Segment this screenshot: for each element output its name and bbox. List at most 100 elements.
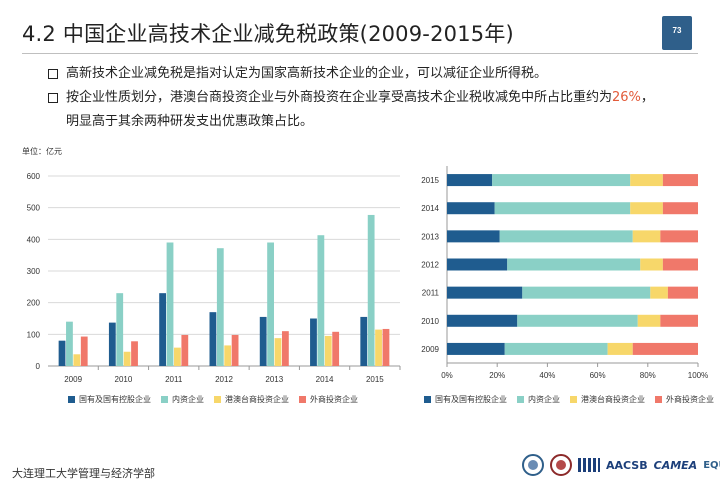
- stacked-segment: [447, 230, 500, 243]
- legend-swatch: [214, 396, 221, 403]
- x-tick-label: 40%: [539, 371, 555, 380]
- bar: [281, 331, 289, 366]
- x-tick-label: 2009: [64, 375, 82, 384]
- stacked-segment: [447, 174, 493, 187]
- legend-swatch: [161, 396, 168, 403]
- stacked-segment: [447, 258, 508, 271]
- x-tick-label: 2011: [165, 375, 183, 384]
- legend-label: 内资企业: [172, 395, 204, 404]
- accreditation-logos: AACSB CAMEA EQUIS: [522, 453, 720, 477]
- bar: [310, 318, 317, 366]
- stacked-segment: [662, 258, 698, 271]
- legend-swatch: [424, 396, 431, 403]
- legend-item: 港澳台商投资企业: [214, 394, 289, 405]
- legend-label: 港澳台商投资企业: [581, 395, 645, 404]
- square-bullet-icon: [48, 93, 58, 103]
- bar: [131, 341, 138, 366]
- bar: [216, 248, 224, 366]
- y-tick-label: 2013: [421, 232, 439, 241]
- bullet-continuation: 明显高于其余两种研发支出优惠政策占比。: [66, 114, 314, 129]
- x-tick-label: 2012: [215, 375, 233, 384]
- bullet-list: 高新技术企业减免税是指对认定为国家高新技术企业的企业，可以减征企业所得税。 按企…: [48, 62, 698, 134]
- bar: [80, 336, 88, 366]
- y-tick-label: 300: [27, 267, 41, 276]
- stacked-segment: [507, 258, 641, 271]
- stacked-segment: [494, 202, 631, 215]
- bullet-item: 按企业性质划分，港澳台商投资企业与外商投资在企业享受高技术企业税收减免中所占比重…: [48, 86, 698, 134]
- title-divider: [22, 53, 698, 54]
- legend-swatch: [68, 396, 75, 403]
- bar: [209, 312, 217, 366]
- legend-item: 内资企业: [161, 394, 204, 405]
- stacked-segment: [662, 202, 698, 215]
- x-tick-label: 100%: [688, 371, 708, 380]
- bar: [159, 293, 167, 366]
- bullet-text: 高新技术企业减免税是指对认定为国家高新技术企业的企业，可以减征企业所得税。: [66, 66, 548, 81]
- y-tick-label: 500: [27, 204, 41, 213]
- stacked-segment: [637, 314, 661, 327]
- bar: [58, 340, 66, 366]
- y-tick-label: 100: [27, 330, 41, 339]
- x-tick-label: 2013: [265, 375, 283, 384]
- right-chart-legend: 国有及国有控股企业 内资企业 港澳台商投资企业 外商投资企业: [424, 394, 714, 405]
- y-tick-label: 2009: [421, 345, 439, 354]
- y-tick-label: 2010: [421, 317, 439, 326]
- legend-item: 外商投资企业: [655, 394, 714, 405]
- legend-label: 外商投资企业: [666, 395, 714, 404]
- aacsb-emblem-icon: [578, 458, 600, 472]
- stacked-segment: [630, 174, 663, 187]
- legend-swatch: [655, 396, 662, 403]
- stacked-segment: [447, 314, 518, 327]
- bar: [123, 351, 131, 366]
- bar: [259, 316, 267, 366]
- bar: [181, 334, 189, 366]
- bar: [116, 293, 124, 366]
- unit-label: 单位：亿元: [22, 147, 62, 156]
- bar: [382, 328, 390, 366]
- bar: [332, 331, 340, 366]
- bar: [267, 242, 274, 366]
- y-tick-label: 200: [27, 299, 41, 308]
- stacked-segment: [640, 258, 663, 271]
- legend-item: 国有及国有控股企业: [424, 394, 507, 405]
- y-tick-label: 2012: [421, 261, 439, 270]
- stacked-segment: [607, 342, 633, 355]
- bullet-text: 按企业性质划分，港澳台商投资企业与外商投资在企业享受高技术企业税收减免中所占比重…: [66, 90, 613, 105]
- bar: [324, 335, 332, 366]
- bar: [274, 338, 282, 366]
- bullet-item: 高新技术企业减免税是指对认定为国家高新技术企业的企业，可以减征企业所得税。: [48, 62, 698, 86]
- legend-item: 国有及国有控股企业: [68, 394, 151, 405]
- stacked-segment: [517, 314, 638, 327]
- stacked-segment: [632, 230, 661, 243]
- bar: [360, 316, 368, 366]
- stacked-segment: [660, 230, 698, 243]
- bar: [224, 345, 232, 366]
- camea-logo: CAMEA: [653, 458, 698, 472]
- stacked-percent-bar-chart: 0% 20% 40% 60% 80% 100% 2015 2014 2013 2012 2011 20…: [421, 166, 708, 380]
- x-tick-label: 0%: [441, 371, 453, 380]
- legend-label: 港澳台商投资企业: [225, 395, 289, 404]
- stacked-segment: [504, 342, 608, 355]
- legend-item: 内资企业: [517, 394, 560, 405]
- aacsb-logo: AACSB: [606, 458, 648, 472]
- left-chart-legend: 国有及国有控股企业 内资企业 港澳台商投资企业 外商投资企业: [68, 394, 358, 405]
- legend-swatch: [517, 396, 524, 403]
- legend-item: 港澳台商投资企业: [570, 394, 645, 405]
- stacked-segment: [492, 174, 631, 187]
- stacked-segment: [447, 286, 523, 299]
- x-tick-label: 80%: [640, 371, 656, 380]
- footer-institution: 大连理工大学管理与经济学部: [12, 467, 155, 480]
- stacked-segment: [650, 286, 668, 299]
- bar: [367, 214, 375, 366]
- page-number-badge: 73: [662, 16, 692, 50]
- equis-logo: EQUIS: [703, 459, 720, 471]
- x-tick-label: 20%: [489, 371, 505, 380]
- school-seal-icon: [550, 454, 572, 476]
- x-tick-label: 60%: [590, 371, 606, 380]
- legend-label: 国有及国有控股企业: [435, 395, 507, 404]
- legend-label: 外商投资企业: [310, 395, 358, 404]
- x-tick-label: 2014: [316, 375, 334, 384]
- bar: [73, 354, 81, 366]
- y-tick-label: 0: [36, 362, 41, 371]
- highlight-percentage: 26%: [612, 90, 641, 105]
